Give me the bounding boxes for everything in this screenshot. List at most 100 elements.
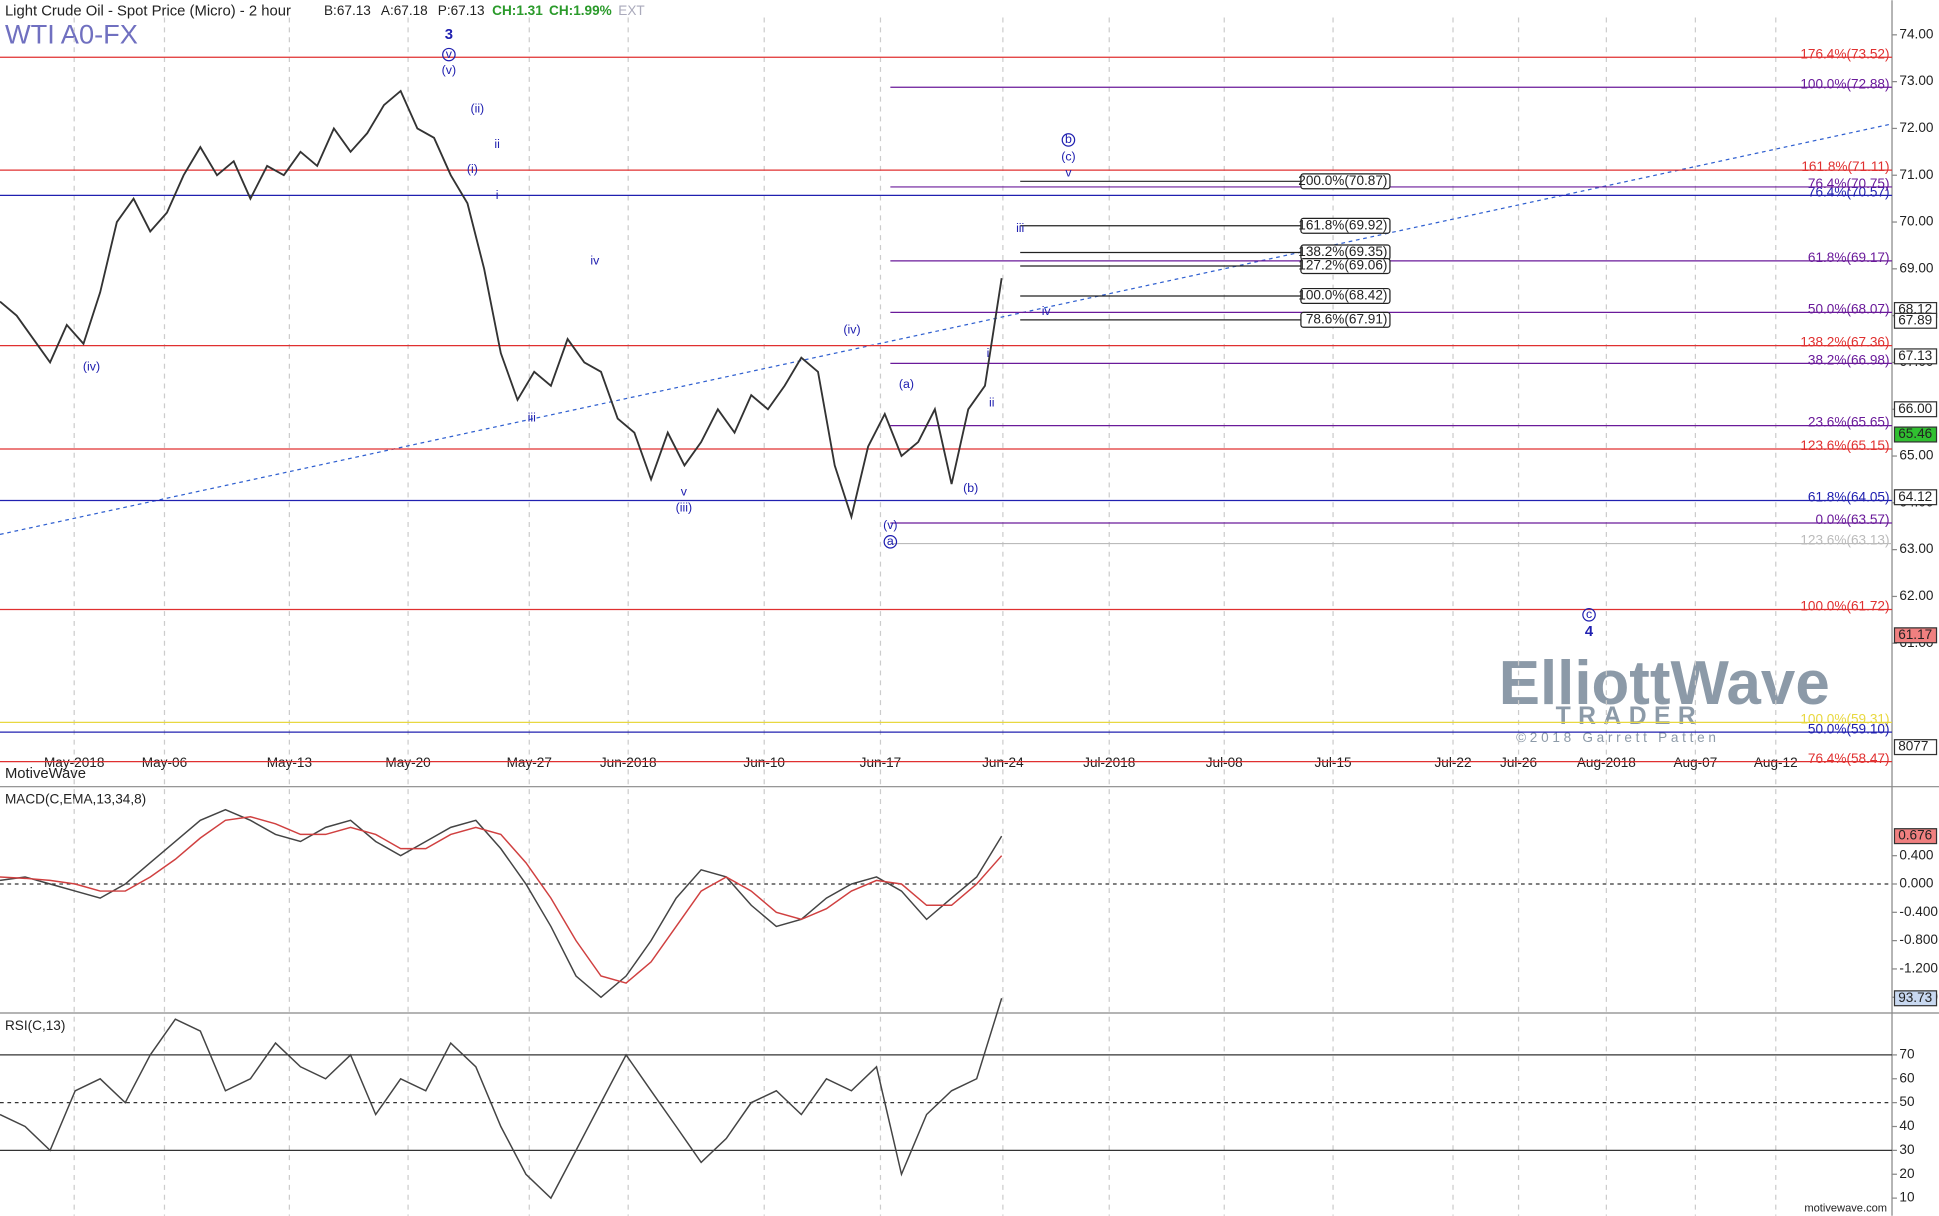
y-tick-label: 0.000 — [1899, 876, 1933, 891]
logo-sub: TRADER — [1556, 703, 1704, 730]
y-tick-label: 30 — [1899, 1142, 1915, 1157]
y-tick-label: 40 — [1899, 1118, 1915, 1133]
price-tag-label: 66.00 — [1898, 401, 1932, 416]
y-tick-label: 10 — [1899, 1190, 1915, 1205]
y-tick-label: 65.00 — [1899, 448, 1933, 463]
wave-label: v — [446, 47, 453, 61]
wave-label: (b) — [963, 481, 978, 495]
fib-label: 76.4%(70.57) — [1808, 184, 1890, 199]
rsi-tag-label: 93.73 — [1898, 990, 1932, 1005]
y-tick-label: 69.00 — [1899, 260, 1933, 275]
wave-label: b — [1065, 132, 1072, 146]
y-tick-label: 70 — [1899, 1047, 1915, 1062]
x-tick-label: Jul-15 — [1315, 755, 1352, 770]
price-tag-label: 61.17 — [1898, 627, 1932, 642]
macd-tag-label: 0.676 — [1898, 828, 1932, 843]
wave-label: iv — [590, 253, 600, 267]
x-tick-label: May-06 — [142, 755, 187, 770]
wave-label: (v) — [883, 518, 897, 532]
fib-label: 100.0%(72.88) — [1800, 76, 1889, 91]
x-tick-label: Aug-2018 — [1577, 755, 1636, 770]
price-tag — [1893, 348, 1938, 365]
wave-label: ii — [494, 137, 500, 151]
wave-label: iii — [528, 410, 536, 424]
trendline — [0, 123, 1893, 536]
fib-label: 138.2%(67.36) — [1800, 335, 1889, 350]
fib-label: 176.4%(73.52) — [1800, 46, 1889, 61]
fib-box — [1300, 217, 1391, 234]
fib-box — [1300, 311, 1391, 328]
price-tag — [1893, 627, 1938, 644]
x-tick-label: Jun-24 — [982, 755, 1024, 770]
y-tick-label: 62.00 — [1899, 588, 1933, 603]
fib-label: 127.2%(69.06) — [1298, 258, 1387, 273]
wave-label: i — [496, 188, 499, 202]
y-tick-label: -1.200 — [1899, 961, 1938, 976]
wave-circle — [442, 47, 456, 62]
x-tick-label: Aug-12 — [1754, 755, 1798, 770]
wave-label: (ii) — [470, 101, 484, 115]
fib-box — [1300, 173, 1391, 190]
x-tick-label: Jun-2018 — [600, 755, 657, 770]
copyright: ©2018 Garrett Patten — [1516, 730, 1720, 745]
volume-tag — [1893, 739, 1938, 756]
x-tick-label: May-2018 — [44, 755, 104, 770]
fib-label: 38.2%(66.98) — [1808, 352, 1890, 367]
y-tick-label: -0.800 — [1899, 932, 1938, 947]
y-tick-label: 20 — [1899, 1166, 1915, 1181]
macd-tag — [1893, 828, 1938, 845]
wave-label: iv — [1042, 304, 1052, 318]
ext: EXT — [618, 3, 644, 18]
rsi-line — [0, 998, 1003, 1200]
fib-label: 100.0%(68.42) — [1298, 288, 1387, 303]
fib-label: 0.0%(63.57) — [1815, 512, 1889, 527]
change-pct: CH:1.99% — [549, 3, 612, 18]
wave-label: (iv) — [83, 360, 100, 374]
fib-label: 23.6%(65.65) — [1808, 415, 1890, 430]
fib-label: 123.6%(65.15) — [1800, 438, 1889, 453]
logo: ElliottWave — [1499, 649, 1830, 718]
volume-tag-label: 8077 — [1898, 739, 1928, 754]
fib-label: 100.0%(61.72) — [1800, 599, 1889, 614]
wave-circle — [1061, 133, 1076, 147]
wave-circle — [883, 535, 898, 549]
x-tick-label: Aug-07 — [1673, 755, 1717, 770]
price-tag — [1893, 489, 1938, 506]
bid: B:67.13 — [324, 3, 371, 18]
fib-label: 76.4%(58.47) — [1808, 751, 1890, 766]
y-tick-label: 72.00 — [1899, 120, 1933, 135]
x-tick-label: Jul-22 — [1434, 755, 1471, 770]
wave-label: 4 — [1585, 624, 1594, 640]
rsi-tag — [1893, 990, 1938, 1007]
wave-label: i — [987, 346, 990, 360]
wave-label: (c) — [1061, 150, 1075, 164]
macd-line — [0, 808, 1003, 999]
price-tag — [1893, 426, 1938, 443]
price-tag — [1893, 312, 1938, 329]
wave-label: v — [1065, 166, 1072, 180]
wave-label: v — [681, 485, 688, 499]
x-tick-label: Jun-10 — [743, 755, 785, 770]
y-tick-label: 63.00 — [1899, 541, 1933, 556]
symbol: WTI A0-FX — [5, 18, 138, 49]
motivewave: MotiveWave — [5, 766, 86, 782]
y-tick-label: 50 — [1899, 1094, 1915, 1109]
x-tick-label: May-20 — [385, 755, 431, 770]
fib-label: 161.8%(69.92) — [1298, 217, 1387, 232]
x-tick-label: Jul-26 — [1500, 755, 1537, 770]
title: Light Crude Oil - Spot Price (Micro) - 2… — [5, 3, 291, 19]
macd-title: MACD(C,EMA,13,34,8) — [5, 791, 146, 806]
fib-label: 50.0%(59.10) — [1808, 721, 1890, 736]
price-tag-label: 65.46 — [1898, 426, 1932, 441]
x-tick-label: May-27 — [507, 755, 552, 770]
fib-label: 100.0%(59.31) — [1800, 711, 1889, 726]
rsi-title: RSI(C,13) — [5, 1018, 65, 1033]
y-tick-label: 70.00 — [1899, 214, 1933, 229]
wave-label: ii — [989, 396, 995, 410]
price-tag-label: 67.89 — [1898, 312, 1932, 327]
wave-label: (iv) — [843, 323, 860, 337]
y-tick-label: 74.00 — [1899, 26, 1933, 41]
y-tick-label: -0.400 — [1899, 904, 1938, 919]
fib-label: 76.4%(70.75) — [1808, 176, 1890, 191]
